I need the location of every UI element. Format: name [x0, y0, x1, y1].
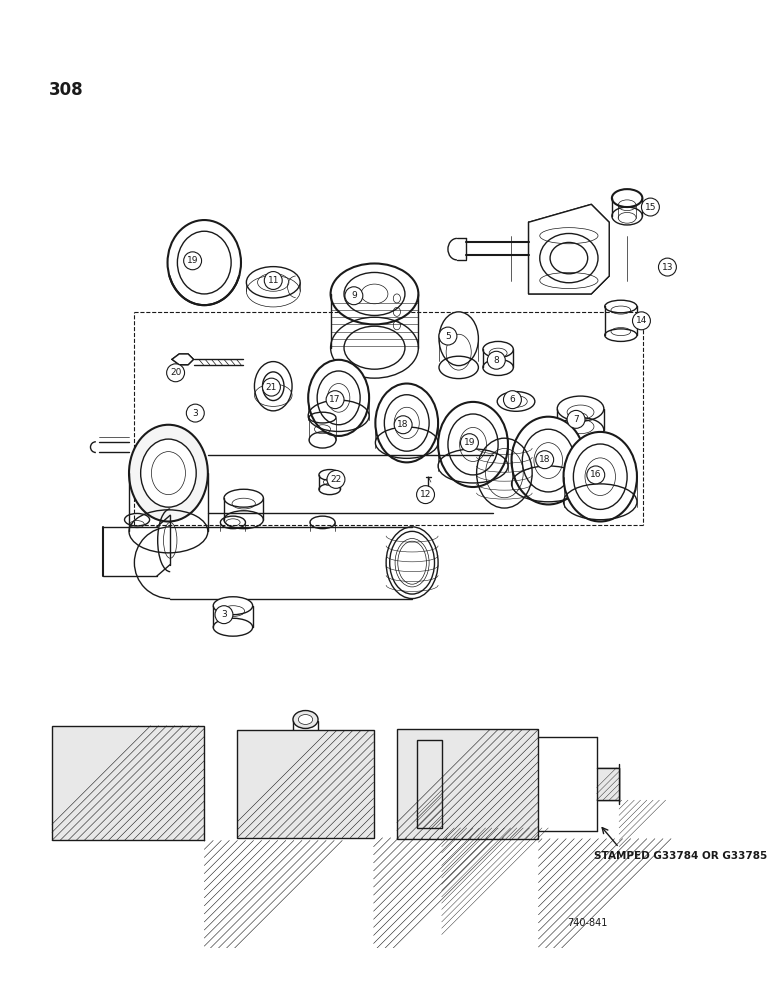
Text: 17: 17: [329, 395, 341, 404]
Ellipse shape: [438, 402, 508, 487]
Bar: [417, 740, 519, 828]
Circle shape: [215, 606, 233, 624]
Ellipse shape: [75, 776, 84, 790]
Ellipse shape: [213, 597, 253, 615]
Ellipse shape: [599, 774, 615, 794]
Circle shape: [263, 378, 281, 396]
Circle shape: [641, 198, 659, 216]
Circle shape: [503, 391, 521, 409]
Ellipse shape: [293, 711, 318, 728]
Ellipse shape: [439, 312, 478, 366]
Bar: [397, 729, 538, 839]
Text: 308: 308: [49, 81, 84, 99]
Bar: [417, 740, 441, 828]
Ellipse shape: [298, 715, 313, 724]
Text: 18: 18: [397, 420, 409, 429]
Circle shape: [439, 327, 457, 345]
Text: 22: 22: [331, 475, 342, 484]
Ellipse shape: [290, 769, 321, 799]
Ellipse shape: [445, 762, 490, 806]
Ellipse shape: [483, 341, 513, 358]
Text: STAMPED G33784 OR G33785: STAMPED G33784 OR G33785: [594, 851, 768, 861]
Text: 11: 11: [268, 276, 279, 285]
Circle shape: [327, 470, 345, 488]
Circle shape: [417, 486, 434, 504]
Circle shape: [167, 364, 185, 382]
Bar: [80, 745, 176, 821]
Text: 20: 20: [170, 368, 181, 377]
Ellipse shape: [453, 770, 482, 798]
Polygon shape: [529, 204, 609, 294]
Bar: [417, 740, 441, 828]
Circle shape: [186, 404, 204, 422]
Circle shape: [394, 416, 412, 434]
Text: 18: 18: [539, 455, 551, 464]
Text: 15: 15: [644, 203, 656, 212]
Text: 13: 13: [661, 263, 673, 272]
Text: 14: 14: [636, 316, 647, 325]
Text: 12: 12: [420, 490, 431, 499]
Ellipse shape: [224, 489, 264, 507]
Bar: [73, 738, 183, 828]
Circle shape: [488, 351, 505, 369]
Circle shape: [536, 451, 554, 469]
Ellipse shape: [308, 360, 369, 436]
Circle shape: [264, 272, 282, 289]
Ellipse shape: [344, 272, 405, 315]
Ellipse shape: [573, 444, 627, 509]
Bar: [237, 730, 374, 838]
Polygon shape: [172, 354, 193, 365]
Circle shape: [345, 287, 363, 305]
Ellipse shape: [523, 429, 574, 492]
Text: 3: 3: [193, 409, 198, 418]
Ellipse shape: [129, 425, 207, 522]
Bar: [597, 768, 619, 800]
Ellipse shape: [557, 396, 604, 421]
Bar: [255, 741, 356, 827]
Text: 19: 19: [463, 438, 475, 447]
Ellipse shape: [563, 432, 637, 522]
Ellipse shape: [55, 774, 67, 792]
Ellipse shape: [448, 414, 498, 475]
Ellipse shape: [189, 774, 201, 792]
Bar: [73, 760, 86, 806]
Text: 740-841: 740-841: [567, 918, 607, 928]
Circle shape: [183, 252, 201, 270]
Ellipse shape: [317, 371, 360, 425]
Circle shape: [326, 391, 344, 409]
Ellipse shape: [375, 384, 438, 462]
Text: 21: 21: [266, 383, 277, 392]
Text: 19: 19: [187, 256, 198, 265]
Ellipse shape: [140, 439, 197, 507]
Circle shape: [460, 434, 478, 452]
Circle shape: [658, 258, 676, 276]
Circle shape: [567, 410, 585, 428]
Ellipse shape: [604, 300, 637, 313]
Ellipse shape: [385, 395, 429, 451]
Ellipse shape: [512, 417, 585, 504]
Text: 6: 6: [509, 395, 516, 404]
Ellipse shape: [331, 263, 418, 324]
Text: 9: 9: [351, 291, 356, 300]
Circle shape: [633, 312, 651, 330]
Ellipse shape: [254, 362, 292, 411]
Ellipse shape: [282, 761, 329, 807]
Text: 16: 16: [590, 470, 601, 479]
Text: 7: 7: [573, 415, 579, 424]
Ellipse shape: [540, 233, 598, 283]
Text: 5: 5: [445, 332, 451, 341]
Text: 8: 8: [494, 356, 499, 365]
Circle shape: [587, 466, 604, 484]
Text: 3: 3: [221, 610, 227, 619]
Bar: [52, 726, 204, 840]
